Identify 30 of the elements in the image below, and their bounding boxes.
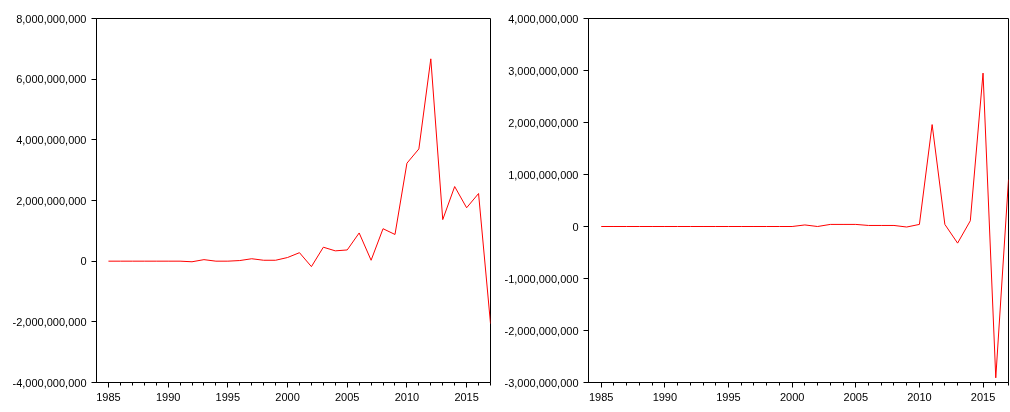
y-tick-label: -1,000,000,000 bbox=[504, 272, 579, 285]
x-tick-label: 2015 bbox=[970, 390, 996, 403]
x-tick-label: 2010 bbox=[907, 390, 932, 403]
y-tick-label: 8,000,000,000 bbox=[16, 12, 87, 25]
line-series bbox=[600, 72, 1009, 379]
y-tick-label: -3,000,000,000 bbox=[504, 376, 579, 389]
y-tick-label: -2,000,000,000 bbox=[504, 324, 579, 337]
x-tick-label: 2005 bbox=[334, 390, 360, 403]
y-tick-label: -2,000,000,000 bbox=[12, 315, 87, 328]
y-tick-label: 0 bbox=[80, 255, 87, 268]
x-tick-label: 1990 bbox=[155, 390, 181, 403]
y-tick-label: 3,000,000,000 bbox=[508, 64, 579, 77]
x-tick-label: 1985 bbox=[96, 390, 121, 403]
x-tick-label: 2010 bbox=[394, 390, 420, 403]
x-tick-label: 2015 bbox=[454, 390, 479, 403]
y-tick-label: 4,000,000,000 bbox=[16, 133, 87, 146]
x-tick-label: 1985 bbox=[588, 390, 614, 403]
y-tick-label: 0 bbox=[572, 220, 579, 233]
y-tick-label: 2,000,000,000 bbox=[16, 194, 87, 207]
y-tick-label: 4,000,000,000 bbox=[508, 12, 579, 25]
x-tick-label: 1990 bbox=[652, 390, 678, 403]
y-tick-label: 2,000,000,000 bbox=[508, 116, 579, 129]
x-tick-label: 2000 bbox=[275, 390, 300, 403]
y-tick-label: 1,000,000,000 bbox=[508, 168, 579, 181]
x-tick-label: 2005 bbox=[843, 390, 869, 403]
y-tick-label: 6,000,000,000 bbox=[16, 73, 87, 86]
x-tick-label: 2000 bbox=[779, 390, 805, 403]
x-tick-label: 1995 bbox=[716, 390, 741, 403]
y-tick-label: -4,000,000,000 bbox=[12, 376, 87, 389]
x-tick-label: 1995 bbox=[215, 390, 241, 403]
